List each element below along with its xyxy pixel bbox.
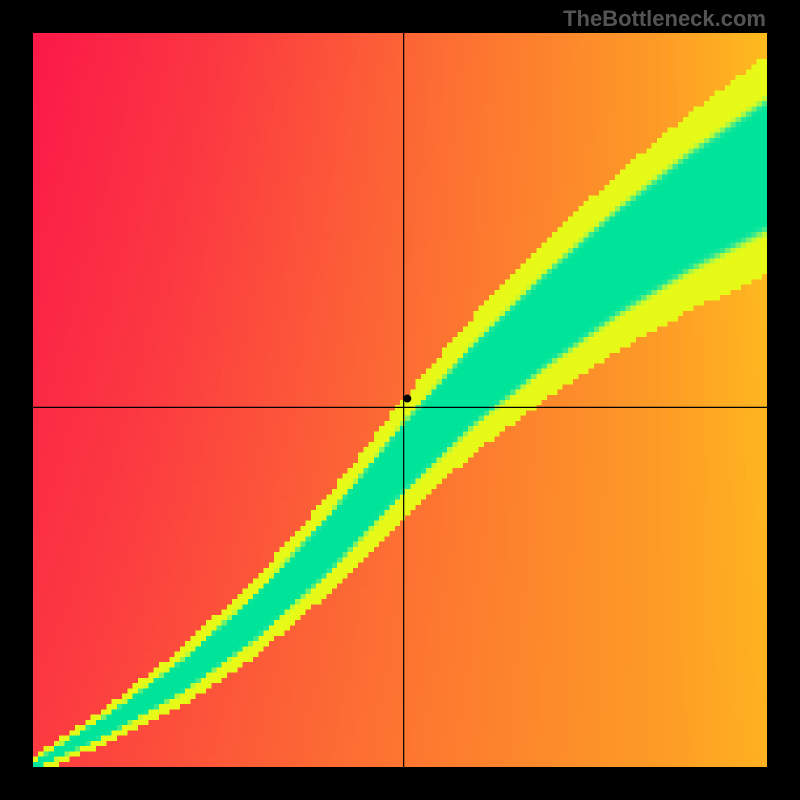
watermark-text: TheBottleneck.com [563,6,766,32]
chart-container: TheBottleneck.com [0,0,800,800]
heatmap-canvas [33,33,767,767]
